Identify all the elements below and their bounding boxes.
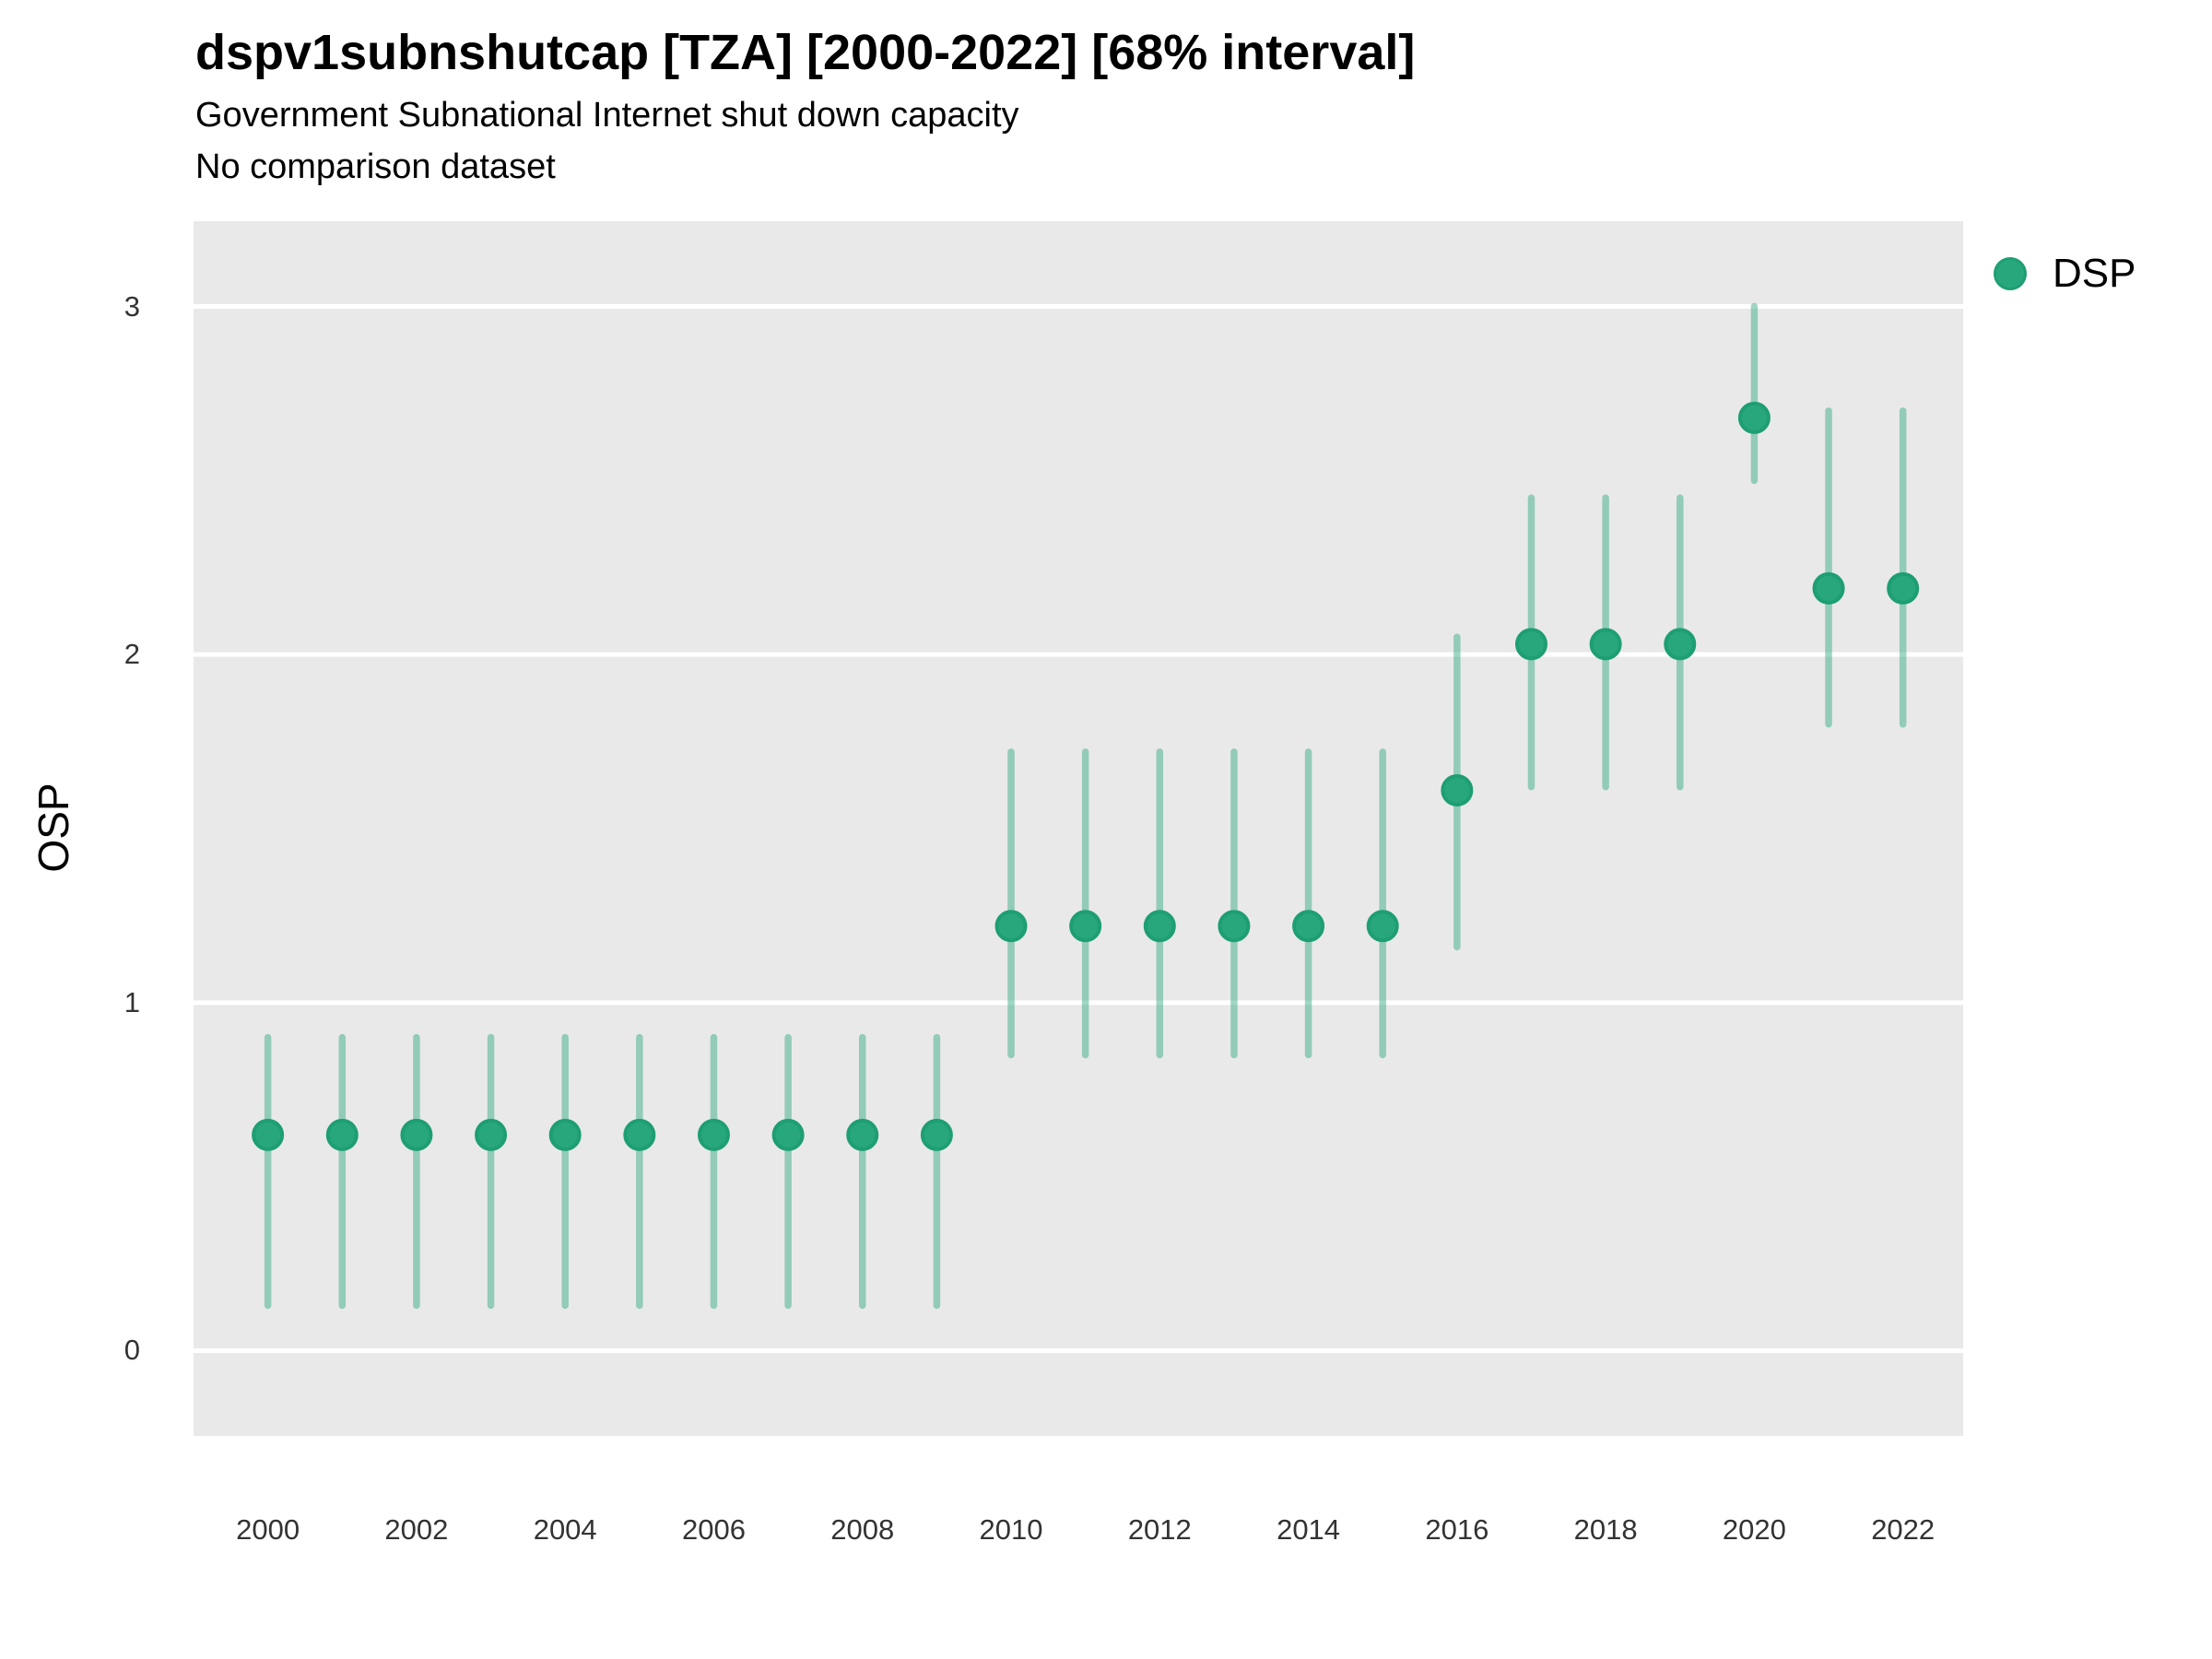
legend-point-icon	[1994, 257, 2027, 290]
x-tick-label-2008: 2008	[830, 1513, 895, 1546]
panel-background	[194, 221, 1963, 1436]
x-tick-label-2016: 2016	[1425, 1513, 1489, 1546]
data-point-2017	[1514, 628, 1547, 661]
data-point-2006	[697, 1118, 730, 1151]
chart-subtitle: Government Subnational Internet shut dow…	[195, 96, 1019, 135]
data-point-2016	[1441, 773, 1474, 806]
x-tick-label-2010: 2010	[979, 1513, 1043, 1546]
data-point-2020	[1737, 401, 1771, 434]
data-point-2019	[1664, 628, 1697, 661]
data-point-2002	[400, 1118, 433, 1151]
x-tick-label-2012: 2012	[1127, 1513, 1192, 1546]
data-point-2005	[623, 1118, 656, 1151]
data-point-2012	[1143, 910, 1176, 943]
x-tick-label-2022: 2022	[1871, 1513, 1936, 1546]
comparison-note: No comparison dataset	[195, 147, 556, 186]
data-point-2015	[1366, 910, 1399, 943]
data-point-2008	[846, 1118, 879, 1151]
y-tick-label-0: 0	[124, 1334, 140, 1367]
data-point-2022	[1887, 571, 1920, 605]
x-tick-label-2006: 2006	[681, 1513, 746, 1546]
data-point-2001	[325, 1118, 359, 1151]
data-point-2007	[771, 1118, 805, 1151]
chart-title: dspv1subnshutcap [TZA] [2000-2022] [68% …	[195, 25, 1416, 80]
legend: DSP	[1994, 251, 2136, 297]
y-tick-label-1: 1	[124, 985, 140, 1018]
x-tick-label-2014: 2014	[1277, 1513, 1341, 1546]
data-point-2011	[1069, 910, 1102, 943]
x-tick-label-2000: 2000	[236, 1513, 300, 1546]
x-tick-label-2002: 2002	[384, 1513, 449, 1546]
y-tick-label-3: 3	[124, 289, 140, 323]
plot-panel	[194, 221, 1963, 1436]
x-tick-label-2020: 2020	[1722, 1513, 1786, 1546]
data-point-2003	[475, 1118, 508, 1151]
data-point-2010	[994, 910, 1028, 943]
y-axis-title: OSP	[29, 782, 77, 873]
data-point-2014	[1292, 910, 1325, 943]
data-point-2009	[920, 1118, 953, 1151]
data-point-2018	[1589, 628, 1622, 661]
y-tick-label-2: 2	[124, 638, 140, 671]
data-point-2004	[548, 1118, 582, 1151]
x-tick-label-2004: 2004	[533, 1513, 597, 1546]
data-point-2013	[1218, 910, 1251, 943]
x-tick-label-2018: 2018	[1573, 1513, 1638, 1546]
plot-svg	[194, 221, 1963, 1436]
data-point-2000	[252, 1118, 285, 1151]
legend-label: DSP	[2053, 251, 2136, 296]
data-point-2021	[1812, 571, 1845, 605]
